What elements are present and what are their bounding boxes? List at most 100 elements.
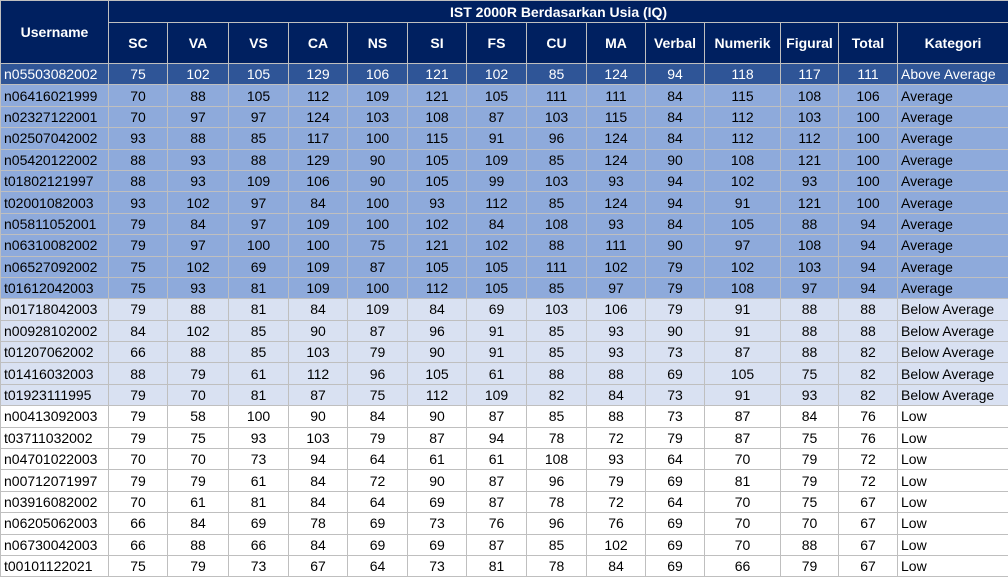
data-row: t01416032003 88 79 61 112 96 105 61 88 88 69 105 75 8… [0, 362, 1008, 385]
score-cell: 79 [108, 234, 168, 257]
score-cell: 79 [780, 554, 839, 577]
score-cell: 106 [347, 62, 408, 86]
score-cell: 69 [347, 512, 408, 535]
score-cell: 79 [167, 469, 229, 492]
score-cell: 111 [838, 62, 898, 86]
score-cell: 106 [838, 84, 898, 107]
data-row: n06205062003 66 84 69 78 69 73 76 96 76 69 70 70 67 Lo… [0, 512, 1008, 535]
username-cell: n00413092003 [0, 405, 109, 428]
score-cell: 88 [780, 341, 839, 364]
score-cell: 73 [407, 512, 467, 535]
score-cell: 84 [645, 212, 705, 236]
score-cell: 90 [288, 319, 348, 343]
category-cell: Average [896, 84, 1008, 107]
score-cell: 84 [586, 383, 646, 407]
score-cell: 109 [228, 169, 289, 193]
score-cell: 91 [466, 127, 527, 150]
score-cell: 112 [466, 191, 527, 214]
score-cell: 66 [228, 533, 289, 556]
score-cell: 72 [838, 469, 898, 492]
category-cell: Below Average [896, 298, 1008, 321]
score-cell: 87 [466, 490, 527, 514]
category-cell: Low [896, 426, 1008, 450]
score-cell: 93 [407, 191, 467, 214]
score-cell: 103 [288, 341, 348, 364]
score-cell: 91 [466, 341, 527, 364]
column-header: CU [526, 22, 587, 64]
score-cell: 69 [228, 512, 289, 535]
score-cell: 76 [838, 405, 898, 428]
score-cell: 85 [526, 191, 587, 214]
score-cell: 85 [228, 127, 289, 150]
score-cell: 109 [288, 255, 348, 278]
category-cell: Low [896, 554, 1008, 577]
category-cell: Below Average [896, 362, 1008, 385]
score-cell: 61 [167, 490, 229, 514]
data-row: t00101122021 75 79 73 67 64 73 81 78 84 69 66 79 67 Lo… [0, 554, 1008, 577]
score-cell: 102 [586, 255, 646, 278]
score-cell: 117 [780, 62, 839, 86]
score-cell: 85 [526, 148, 587, 171]
score-cell: 75 [780, 362, 839, 385]
score-cell: 103 [288, 426, 348, 450]
score-cell: 97 [228, 191, 289, 214]
score-cell: 69 [228, 255, 289, 278]
score-cell: 124 [586, 148, 646, 171]
score-cell: 102 [466, 234, 527, 257]
category-cell: Average [896, 127, 1008, 150]
score-cell: 88 [838, 298, 898, 321]
score-cell: 69 [407, 490, 467, 514]
score-cell: 94 [838, 212, 898, 236]
score-cell: 79 [347, 426, 408, 450]
score-cell: 61 [466, 362, 527, 385]
column-header: Kategori [896, 22, 1008, 64]
score-cell: 64 [347, 448, 408, 471]
score-cell: 93 [586, 169, 646, 193]
score-cell: 105 [704, 212, 781, 236]
score-cell: 118 [704, 62, 781, 86]
score-cell: 96 [407, 319, 467, 343]
score-cell: 66 [108, 341, 168, 364]
score-cell: 103 [780, 255, 839, 278]
score-cell: 121 [780, 148, 839, 171]
data-row: n06527092002 75 102 69 109 87 105 105 111 102 79 10… [0, 255, 1008, 278]
category-cell: Average [896, 169, 1008, 193]
column-header: VA [167, 22, 229, 64]
score-cell: 58 [167, 405, 229, 428]
data-row: n05420122002 88 93 88 129 90 105 109 85 124 90 108 1… [0, 148, 1008, 171]
score-cell: 88 [586, 405, 646, 428]
score-cell: 69 [347, 533, 408, 556]
score-cell: 94 [645, 191, 705, 214]
column-header: Numerik [704, 22, 781, 64]
score-cell: 90 [645, 148, 705, 171]
score-cell: 93 [586, 212, 646, 236]
score-cell: 100 [838, 148, 898, 171]
score-cell: 91 [704, 383, 781, 407]
score-cell: 109 [347, 298, 408, 321]
score-cell: 112 [704, 127, 781, 150]
score-cell: 121 [407, 62, 467, 86]
score-cell: 100 [228, 405, 289, 428]
score-cell: 91 [704, 319, 781, 343]
score-cell: 88 [108, 148, 168, 171]
category-cell: Average [896, 276, 1008, 300]
score-cell: 79 [108, 469, 168, 492]
score-cell: 105 [407, 362, 467, 385]
score-cell: 112 [407, 276, 467, 300]
score-cell: 103 [526, 105, 587, 129]
score-cell: 106 [288, 169, 348, 193]
username-cell: t01802121997 [0, 169, 109, 193]
score-cell: 97 [167, 234, 229, 257]
score-cell: 111 [586, 84, 646, 107]
username-cell: t03711032002 [0, 426, 109, 450]
score-cell: 88 [780, 533, 839, 556]
score-cell: 87 [347, 319, 408, 343]
score-cell: 64 [347, 554, 408, 577]
data-row: n00712071997 79 79 61 84 72 90 87 96 79 69 81 79 72 Lo… [0, 469, 1008, 492]
score-cell: 79 [108, 212, 168, 236]
score-cell: 87 [288, 383, 348, 407]
score-cell: 69 [645, 512, 705, 535]
score-cell: 79 [780, 469, 839, 492]
score-cell: 84 [288, 191, 348, 214]
score-cell: 94 [466, 426, 527, 450]
